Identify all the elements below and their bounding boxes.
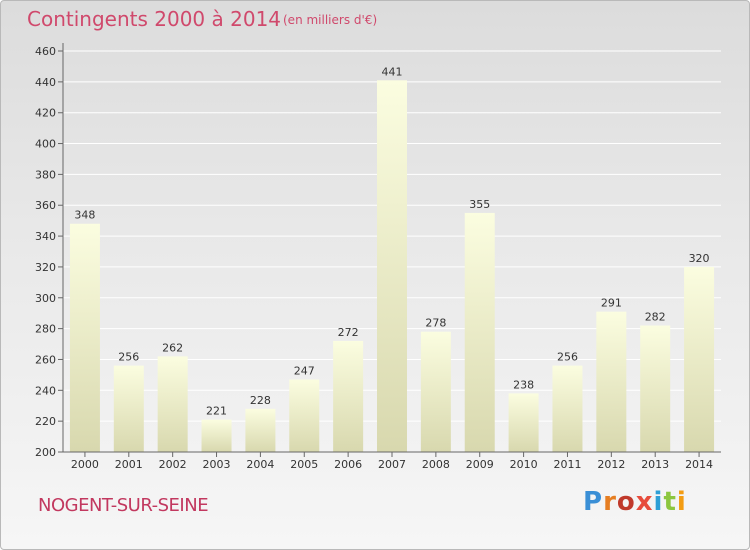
data-label: 355 (469, 198, 490, 211)
y-tick-label: 300 (35, 292, 56, 305)
bar-2011 (552, 365, 583, 452)
x-tick-label: 2001 (115, 458, 143, 471)
data-label: 348 (74, 209, 95, 222)
logo-letter: o (616, 487, 636, 517)
x-tick-label: 2002 (159, 458, 187, 471)
y-tick-label: 360 (35, 199, 56, 212)
bar-2007 (377, 80, 407, 453)
axes: 200 220 240 260 280 300 320 340 360 380 400 420 440 4… (35, 43, 721, 471)
x-tick-label: 2011 (553, 458, 581, 471)
bar-2003 (201, 419, 232, 452)
data-label: 282 (645, 311, 666, 324)
logo-letter: P (583, 487, 604, 517)
data-label: 238 (513, 378, 534, 391)
data-label: 256 (557, 351, 578, 364)
y-tick-label: 240 (35, 384, 56, 397)
logo-letter: t (663, 487, 677, 517)
x-tick-label: 2000 (71, 458, 99, 471)
bar-2013 (640, 325, 671, 452)
x-tick-label: 2014 (685, 458, 713, 471)
x-tick-label: 2004 (246, 458, 274, 471)
place-name: NOGENT-SUR-SEINE (38, 495, 209, 516)
data-label: 228 (250, 394, 271, 407)
x-tick-label: 2005 (290, 458, 318, 471)
y-tick-label: 460 (35, 45, 56, 58)
y-tick-label: 200 (35, 446, 56, 459)
x-tick-label: 2008 (422, 458, 450, 471)
data-label: 262 (162, 341, 183, 354)
y-tick-label: 280 (35, 323, 56, 336)
y-tick-label: 220 (35, 415, 56, 428)
bar-2012 (596, 311, 627, 452)
data-label: 272 (338, 326, 359, 339)
bar-2009 (464, 212, 495, 452)
bar-2000 (69, 223, 100, 452)
x-tick-label: 2009 (466, 458, 494, 471)
logo-letter: r (603, 487, 617, 517)
y-tick-label: 380 (35, 168, 56, 181)
data-label: 291 (601, 297, 622, 310)
logo-letter: i (676, 487, 687, 517)
bar-2002 (157, 356, 188, 452)
x-tick-label: 2007 (378, 458, 406, 471)
bar-2004 (245, 408, 276, 452)
data-label: 247 (294, 365, 315, 378)
data-label: 221 (206, 405, 227, 418)
bar-2001 (113, 365, 144, 452)
y-tick-label: 420 (35, 107, 56, 120)
x-tick-label: 2010 (510, 458, 538, 471)
bar-2008 (420, 331, 451, 452)
x-tick-label: 2013 (641, 458, 669, 471)
proxiti-logo: Proxiti (583, 487, 687, 517)
x-tick-label: 2012 (597, 458, 625, 471)
bars: 348 256 262 221 228 247 272 441 278 355 238 256 291 2… (69, 65, 715, 453)
y-tick-label: 340 (35, 230, 56, 243)
y-tick-label: 440 (35, 76, 56, 89)
chart-title: Contingents 2000 à 2014 (27, 7, 282, 31)
bar-2005 (289, 379, 320, 452)
data-label: 256 (118, 351, 139, 364)
logo-letter: x (635, 487, 654, 517)
bar-2006 (333, 340, 364, 452)
data-label: 320 (689, 252, 710, 265)
chart-unit: (en milliers d'€) (283, 13, 378, 27)
bar-2014 (684, 266, 715, 452)
data-label: 441 (382, 65, 403, 78)
x-tick-label: 2006 (334, 458, 362, 471)
y-tick-label: 320 (35, 261, 56, 274)
y-tick-label: 260 (35, 353, 56, 366)
data-label: 278 (425, 317, 446, 330)
y-tick-label: 400 (35, 138, 56, 151)
x-tick-label: 2003 (203, 458, 231, 471)
logo-letter: i (653, 487, 664, 517)
bar-2010 (508, 393, 539, 452)
